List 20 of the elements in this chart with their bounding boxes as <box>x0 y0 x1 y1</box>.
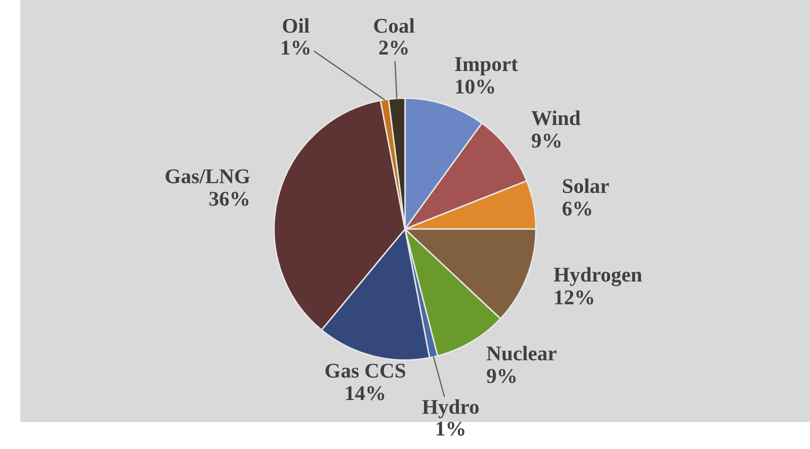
data-label: 1% <box>436 422 464 436</box>
slice-label: Oil <box>282 18 310 33</box>
data-label: 9% <box>532 134 560 148</box>
slice-label: Hydrogen <box>554 267 642 286</box>
slice-label: Coal <box>374 18 414 33</box>
slice-label: Solar <box>562 178 609 194</box>
data-label: 12% <box>555 290 594 304</box>
data-label: 6% <box>562 202 592 216</box>
data-label: 2% <box>379 40 408 55</box>
data-label: 14% <box>346 386 384 400</box>
slice-label: Gas/LNG <box>166 169 250 184</box>
data-label: 1% <box>282 40 310 55</box>
slice-label: Gas CCS <box>325 364 406 378</box>
data-label: 10% <box>456 80 494 94</box>
slice-label: Wind <box>531 110 580 126</box>
data-label: 9% <box>486 368 516 384</box>
slice-label: Nuclear <box>486 346 556 361</box>
slice-label: Hydro <box>422 399 479 418</box>
slice-label: Import <box>455 57 518 76</box>
data-label: 36% <box>209 192 248 206</box>
